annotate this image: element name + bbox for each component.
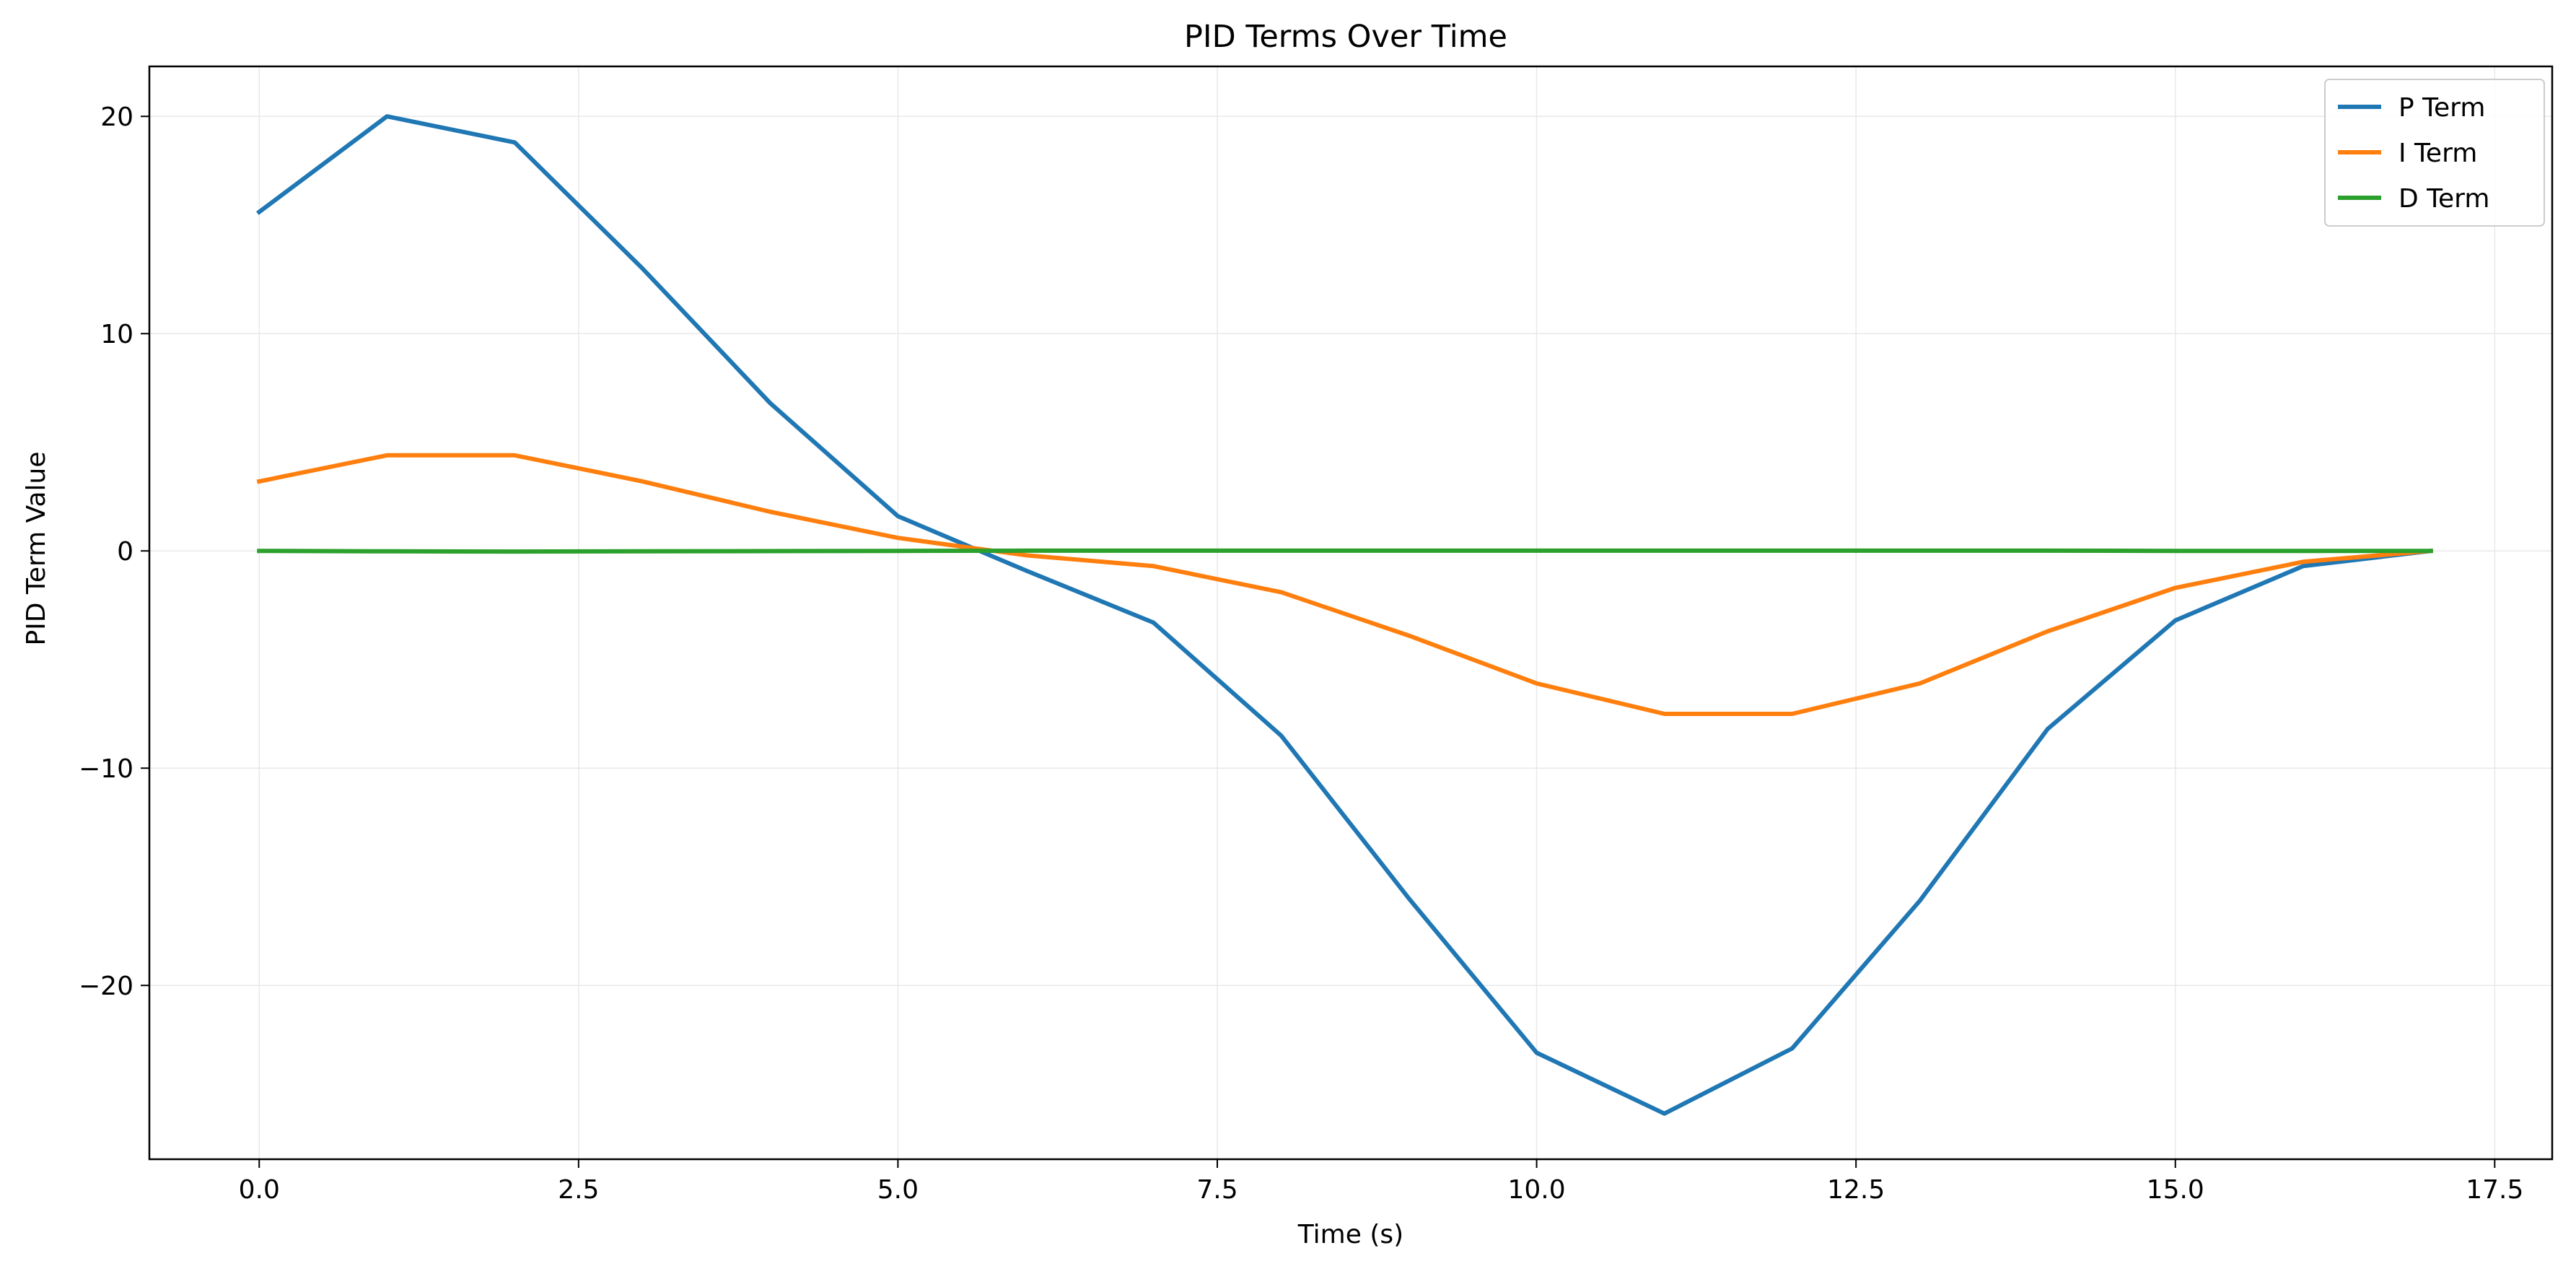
x-tick-label: 10.0 bbox=[1508, 1175, 1566, 1205]
legend-label: P Term bbox=[2398, 93, 2485, 123]
chart-title: PID Terms Over Time bbox=[1184, 19, 1507, 55]
plot-frame bbox=[148, 65, 2554, 1161]
x-tick-label: 7.5 bbox=[1196, 1175, 1237, 1205]
y-tick-label: −20 bbox=[79, 972, 133, 1001]
x-tick-label: 15.0 bbox=[2147, 1175, 2204, 1205]
y-tick-label: −10 bbox=[79, 754, 133, 784]
x-tick-label: 2.5 bbox=[558, 1175, 599, 1205]
x-tick-label: 5.0 bbox=[877, 1175, 919, 1205]
y-tick-label: 0 bbox=[117, 537, 133, 567]
legend: P Term I Term D Term bbox=[2324, 79, 2545, 227]
legend-label: D Term bbox=[2398, 184, 2489, 214]
y-tick-label: 20 bbox=[100, 102, 133, 132]
x-tick-label: 17.5 bbox=[2466, 1175, 2523, 1205]
series-lines bbox=[256, 114, 2434, 1116]
y-axis-label: PID Term Value bbox=[22, 451, 51, 645]
legend-label: I Term bbox=[2398, 139, 2477, 168]
series-line-p-term bbox=[256, 114, 2434, 1116]
axis-ticks: 0.0 2.5 5.0 7.5 10.0 12.5 15.0 17.5 −20 −10 0 10 20 bbox=[79, 102, 2523, 1205]
y-tick-label: 10 bbox=[100, 320, 133, 349]
legend-box bbox=[2324, 79, 2545, 227]
series-line-i-term bbox=[256, 453, 2434, 716]
x-tick-label: 0.0 bbox=[239, 1175, 280, 1205]
x-axis-label: Time (s) bbox=[1297, 1220, 1403, 1249]
x-tick-label: 12.5 bbox=[1827, 1175, 1885, 1205]
